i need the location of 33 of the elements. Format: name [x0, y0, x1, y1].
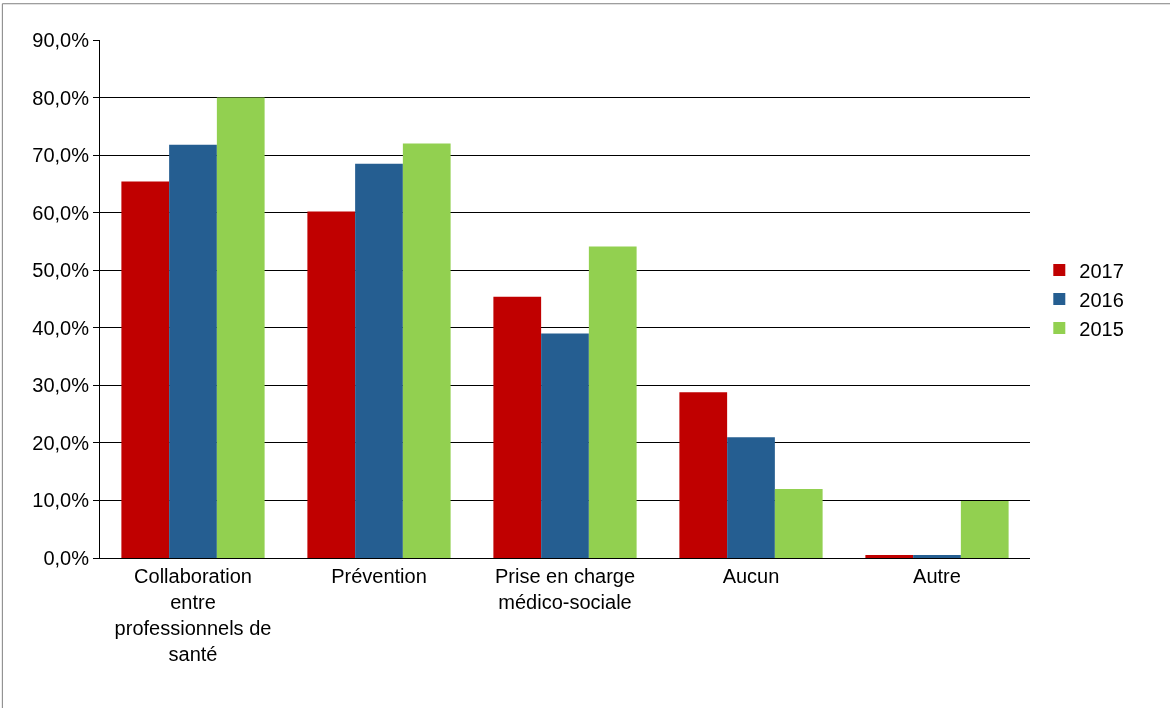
bar — [774, 488, 823, 558]
x-tick-label: Autre — [913, 565, 961, 587]
x-tick-label: Prise en charge médico-sociale — [494, 565, 636, 613]
bar — [588, 246, 637, 558]
bar — [493, 296, 542, 558]
y-tick-label: 50,0% — [32, 259, 90, 282]
legend-label: 2017 — [1079, 259, 1124, 282]
x-tick-label: Aucun — [722, 565, 780, 587]
y-tick-label: 60,0% — [32, 201, 90, 224]
y-tick-label: 40,0% — [32, 316, 90, 339]
x-tick-label: Collaboration entre professionnels de santé — [114, 565, 272, 665]
bar — [169, 144, 217, 558]
y-tick-label: 10,0% — [32, 489, 90, 512]
legend-label: 2015 — [1079, 317, 1124, 340]
legend-label: 2016 — [1079, 288, 1124, 311]
bar — [216, 97, 265, 558]
bar — [727, 437, 775, 558]
bar — [402, 143, 451, 558]
y-tick-label: 80,0% — [32, 86, 90, 109]
y-tick-label: 70,0% — [32, 144, 90, 167]
y-tick-label: 0,0% — [43, 547, 90, 569]
y-tick-label: 20,0% — [32, 431, 90, 454]
bar — [913, 555, 961, 558]
bar — [355, 163, 403, 558]
bar — [541, 333, 589, 558]
bar — [865, 555, 914, 558]
bar — [307, 211, 356, 558]
bar — [960, 501, 1009, 558]
bar — [121, 181, 170, 558]
y-tick-label: 30,0% — [32, 374, 90, 397]
bar — [679, 392, 728, 558]
x-tick-label: Prévention — [331, 565, 427, 587]
y-tick-label: 90,0% — [32, 29, 90, 51]
